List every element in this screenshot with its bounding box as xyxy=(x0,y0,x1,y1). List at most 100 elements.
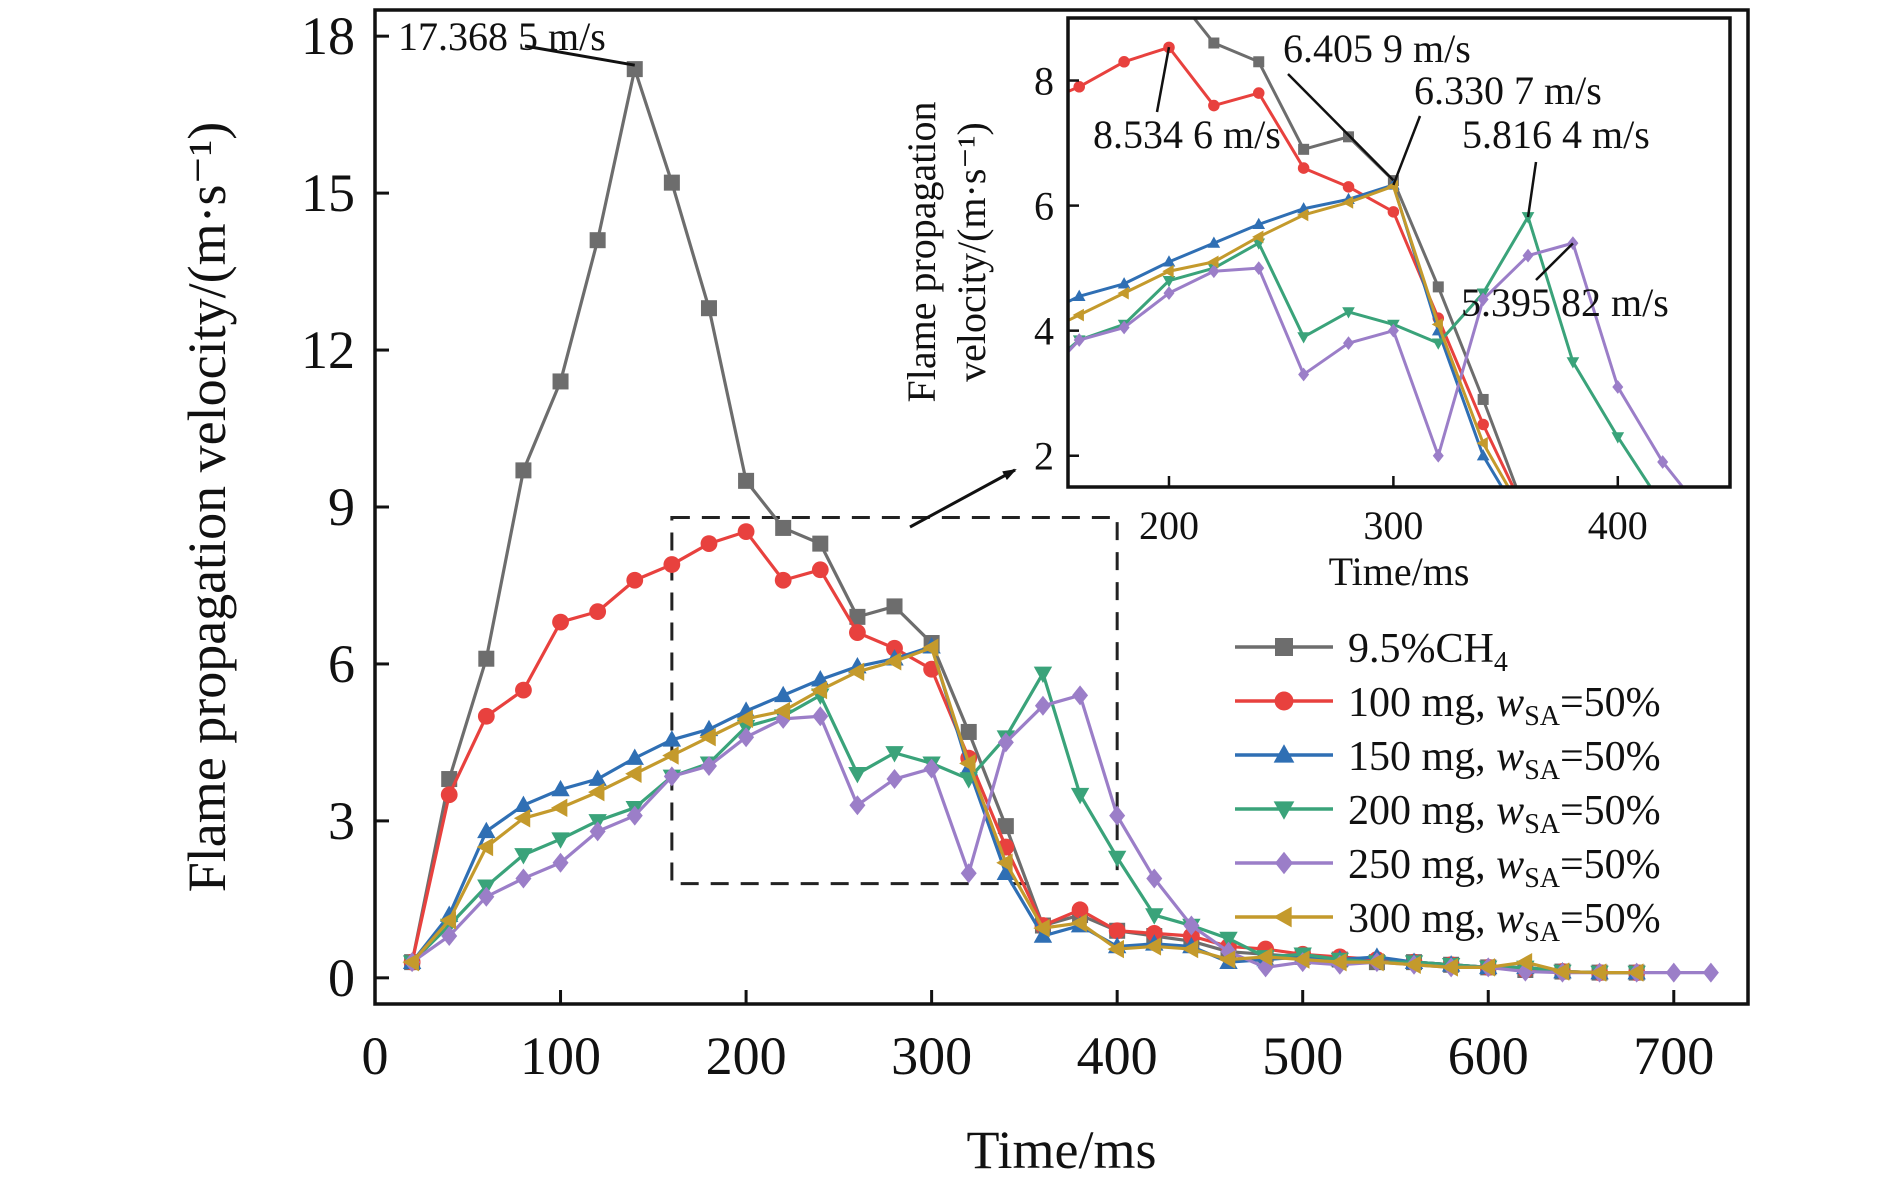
data-point xyxy=(1109,805,1126,826)
inset-data-point xyxy=(1343,336,1355,351)
data-point xyxy=(552,852,569,873)
data-point xyxy=(515,462,532,479)
inset-data-point xyxy=(1118,55,1130,68)
inset-data-point xyxy=(1252,217,1266,230)
data-point xyxy=(1702,962,1719,983)
main-plot: 0 100 200 300 400 500 600 700 0 3 6 9 12 15 18 Time/ms F… xyxy=(177,6,1750,1180)
inset-plot: 200 300 400 2 4 6 8 Time/ms Flame propagation vel… xyxy=(899,16,1732,594)
inset-data-point xyxy=(1477,393,1489,405)
legend-marker xyxy=(1273,744,1295,763)
inset-y-tick-label: 2 xyxy=(1034,434,1054,479)
inset-data-point xyxy=(1208,37,1220,49)
data-point xyxy=(848,767,867,784)
data-point xyxy=(849,624,866,641)
x-tick-label: 500 xyxy=(1262,1026,1343,1086)
data-point xyxy=(1627,963,1644,982)
data-point xyxy=(663,556,681,573)
data-point xyxy=(886,639,903,657)
data-point xyxy=(1145,908,1164,925)
legend-label: 100 mg, wSA=50% xyxy=(1348,680,1661,732)
inset-data-point xyxy=(1162,275,1176,288)
x-tick-label: 400 xyxy=(1077,1026,1158,1086)
inset-data-point xyxy=(1073,333,1085,347)
inset-data-point xyxy=(1477,292,1489,307)
x-tick-label: 100 xyxy=(520,1026,601,1086)
data-point xyxy=(588,782,605,802)
inset-y-tick-label: 4 xyxy=(1034,309,1054,354)
data-point xyxy=(1070,913,1087,933)
inset-data-point xyxy=(1298,367,1310,382)
data-point xyxy=(1367,952,1384,972)
data-point xyxy=(589,603,607,621)
data-point xyxy=(1665,962,1682,983)
inset-data-point xyxy=(1567,494,1579,506)
inset-data-point xyxy=(1523,513,1534,524)
inset-data-point xyxy=(1343,131,1355,143)
data-point xyxy=(515,681,532,699)
x-tick-label: 300 xyxy=(891,1026,972,1086)
inset-data-point xyxy=(1612,380,1624,394)
data-point xyxy=(477,707,495,725)
y-tick-label: 18 xyxy=(301,6,355,66)
legend-label: 300 mg, wSA=50% xyxy=(1348,896,1661,948)
data-point xyxy=(812,535,829,552)
data-point xyxy=(476,837,494,857)
data-point xyxy=(773,685,793,703)
inset-data-point xyxy=(1656,501,1669,512)
inset-data-point xyxy=(1072,308,1084,322)
inset-background xyxy=(1068,18,1730,487)
data-point xyxy=(439,911,457,930)
inset-data-point xyxy=(1477,418,1489,431)
inset-data-point xyxy=(1701,514,1714,525)
data-point xyxy=(1070,787,1090,805)
data-point xyxy=(589,232,606,249)
inset-data-point xyxy=(1387,323,1399,338)
x-axis-title: Time/ms xyxy=(966,1120,1156,1180)
data-point xyxy=(960,723,977,740)
data-point xyxy=(1219,931,1238,949)
annotation-leader xyxy=(1535,242,1574,281)
inset-data-point xyxy=(1566,357,1580,369)
legend-marker xyxy=(1273,906,1292,928)
data-point xyxy=(1108,922,1126,940)
annotation-label: 5.395 82 m/s xyxy=(1461,280,1669,325)
data-point xyxy=(1033,918,1050,938)
inset-data-point xyxy=(1702,532,1713,543)
data-point xyxy=(625,748,644,765)
data-point xyxy=(552,613,569,631)
data-point xyxy=(1404,955,1421,974)
legend-marker xyxy=(1273,801,1295,820)
data-point xyxy=(663,174,680,191)
inset-data-point xyxy=(1701,540,1712,553)
annotation-leader xyxy=(1155,46,1171,113)
legend-label: 150 mg, wSA=50% xyxy=(1348,734,1661,786)
inset-y-tick-label: 8 xyxy=(1034,59,1054,104)
data-point xyxy=(923,758,940,779)
inset-data-point xyxy=(1702,511,1713,525)
inset-data-point xyxy=(1342,181,1355,193)
data-point xyxy=(513,809,531,828)
inset-data-point xyxy=(1432,281,1444,293)
inset-series-5 xyxy=(1068,236,1713,525)
annotation-label: 17.368 5 m/s xyxy=(398,14,606,59)
inset-data-point xyxy=(1253,56,1265,68)
inset-data-point xyxy=(1207,236,1221,248)
data-point xyxy=(1181,939,1199,959)
data-point xyxy=(849,608,866,625)
inset-data-point xyxy=(1342,307,1355,319)
inset-data-point xyxy=(1163,286,1175,301)
data-point xyxy=(811,561,829,579)
data-point xyxy=(1515,952,1533,972)
inset-frame xyxy=(1066,16,1732,489)
inset-data-point xyxy=(1701,537,1714,548)
data-point xyxy=(1478,958,1496,977)
data-point xyxy=(738,472,755,489)
y-tick-label: 0 xyxy=(328,948,355,1008)
inset-data-point xyxy=(1476,449,1490,461)
data-point xyxy=(1589,963,1607,982)
data-point xyxy=(550,798,568,818)
data-point xyxy=(1071,901,1089,919)
data-point xyxy=(884,652,902,671)
x-tick-label: 700 xyxy=(1633,1026,1714,1086)
